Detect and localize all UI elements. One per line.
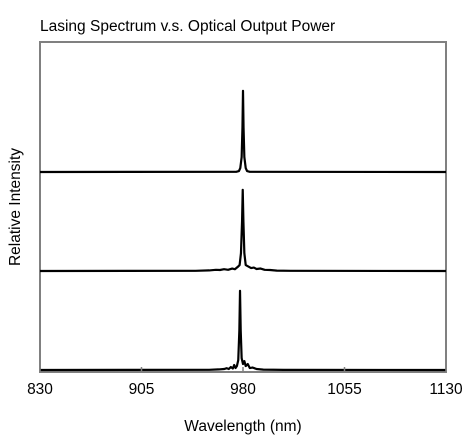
x-tick-label-5: 1130 — [429, 381, 463, 398]
spectrum-line-1 — [39, 89, 447, 174]
x-tick-label-1: 830 — [27, 381, 53, 398]
y-axis-label: Relative Intensity — [7, 148, 24, 266]
series-layer — [39, 89, 447, 372]
spectrum-line-3 — [39, 289, 447, 372]
x-tick-label-4: 1055 — [327, 381, 361, 398]
chart-title: Lasing Spectrum v.s. Optical Output Powe… — [40, 18, 335, 35]
spectrum-line-2 — [39, 188, 447, 273]
x-axis-label: Wavelength (nm) — [184, 418, 301, 435]
x-tick-layer: 830 905 980 1055 1130 — [27, 367, 463, 398]
x-tick-label-2: 905 — [129, 381, 155, 398]
x-tick-label-3: 980 — [230, 381, 256, 398]
